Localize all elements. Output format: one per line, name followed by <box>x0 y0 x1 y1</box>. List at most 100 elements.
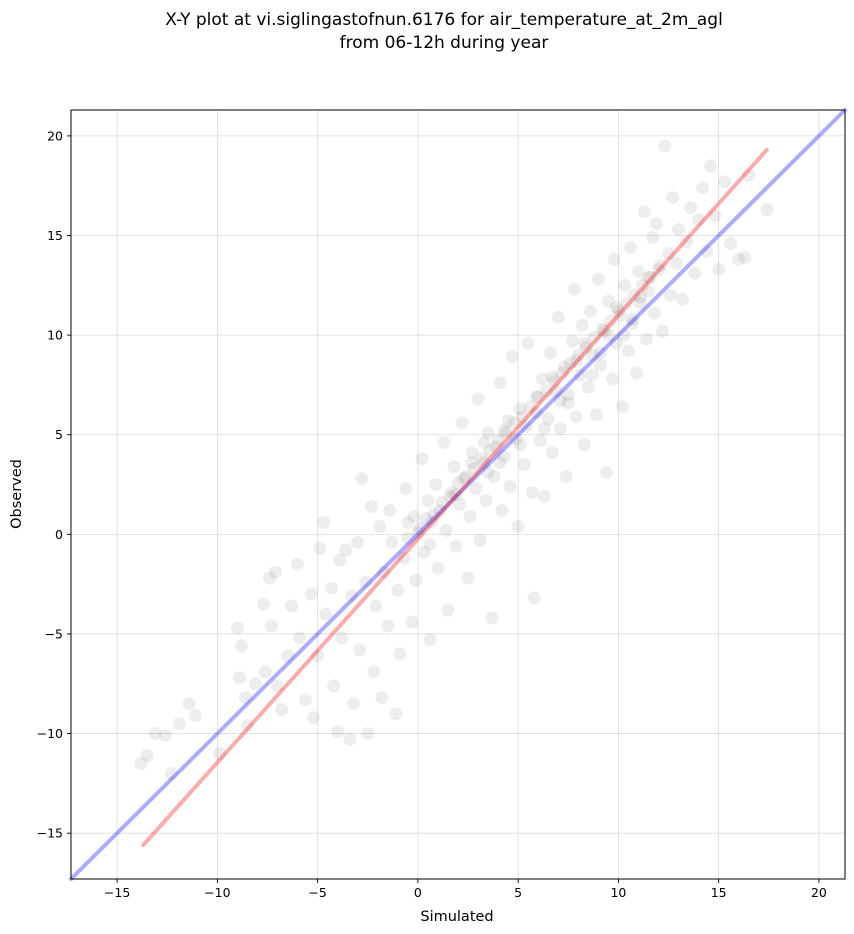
data-point <box>148 727 162 741</box>
data-point <box>263 571 277 585</box>
data-point <box>469 482 483 496</box>
data-point <box>561 396 575 410</box>
data-point <box>305 587 319 601</box>
grid <box>71 110 845 879</box>
data-point <box>483 444 497 458</box>
data-point <box>353 643 367 657</box>
data-point <box>433 503 447 517</box>
data-point <box>537 489 551 503</box>
data-point <box>383 503 397 517</box>
data-point <box>347 697 361 711</box>
data-point <box>265 619 279 633</box>
data-point <box>361 727 375 741</box>
data-point <box>635 278 649 292</box>
x-tick-label: −10 <box>204 885 230 900</box>
data-point <box>621 344 635 358</box>
data-point <box>585 348 599 362</box>
data-point <box>547 374 561 388</box>
x-tick-label: 5 <box>514 885 522 900</box>
y-axis-label: Observed <box>9 459 25 529</box>
data-point <box>459 470 473 484</box>
data-point <box>523 400 537 414</box>
data-point <box>545 446 559 460</box>
data-point <box>461 571 475 585</box>
data-point <box>473 533 487 547</box>
data-point <box>407 509 421 523</box>
data-point <box>497 450 511 464</box>
data-point <box>271 679 285 693</box>
data-point <box>631 264 645 278</box>
data-point <box>613 308 627 322</box>
data-point <box>712 262 726 276</box>
data-point <box>760 203 774 217</box>
data-point <box>463 509 477 523</box>
data-point <box>581 380 595 394</box>
data-point <box>230 621 244 635</box>
data-point <box>345 589 359 603</box>
data-point <box>609 336 623 350</box>
data-point <box>164 766 178 780</box>
data-point <box>477 436 491 450</box>
data-point <box>391 583 405 597</box>
data-point <box>457 472 471 486</box>
data-point <box>641 284 655 298</box>
data-point <box>666 191 680 205</box>
data-point <box>240 719 254 733</box>
data-point <box>291 557 305 571</box>
data-point <box>623 240 637 254</box>
y-tick-label: 0 <box>55 527 63 542</box>
y-tick-label: 15 <box>47 228 63 243</box>
data-point <box>595 322 609 336</box>
data-point <box>499 426 513 440</box>
data-point <box>607 252 621 266</box>
data-point <box>664 288 678 302</box>
data-point <box>319 607 333 621</box>
data-point <box>629 366 643 380</box>
data-point <box>591 272 605 286</box>
data-point <box>527 591 541 605</box>
data-point <box>465 446 479 460</box>
data-point <box>481 466 495 480</box>
data-point <box>373 519 387 533</box>
data-point <box>648 306 662 320</box>
data-point <box>449 488 463 501</box>
data-point <box>134 756 148 770</box>
data-point <box>269 565 283 579</box>
data-point <box>409 573 423 587</box>
data-point <box>509 432 523 446</box>
data-point <box>455 416 469 430</box>
data-point <box>565 334 579 348</box>
data-point <box>497 424 511 438</box>
data-point <box>696 181 710 195</box>
data-point <box>601 328 615 342</box>
data-point <box>325 581 339 595</box>
data-point <box>449 539 463 553</box>
data-point <box>439 523 453 537</box>
data-point <box>605 372 619 386</box>
data-point <box>425 515 439 529</box>
data-point <box>359 575 373 589</box>
data-point <box>654 258 668 272</box>
plot-frame <box>70 109 846 880</box>
data-point <box>643 270 657 284</box>
data-point <box>553 422 567 436</box>
data-point <box>601 294 615 308</box>
data-point <box>545 370 559 384</box>
data-point <box>507 416 521 430</box>
data-point <box>140 748 154 762</box>
data-point <box>339 543 353 557</box>
data-point <box>479 493 493 507</box>
data-point <box>335 631 349 645</box>
data-point <box>611 304 625 318</box>
regression-line <box>141 147 769 848</box>
data-point <box>676 292 690 306</box>
data-point <box>487 470 501 484</box>
data-point <box>551 310 565 324</box>
data-point <box>443 489 457 503</box>
data-point <box>503 480 517 494</box>
data-point <box>393 647 407 661</box>
data-point <box>563 356 577 370</box>
data-point <box>481 426 495 440</box>
data-point <box>417 545 431 559</box>
